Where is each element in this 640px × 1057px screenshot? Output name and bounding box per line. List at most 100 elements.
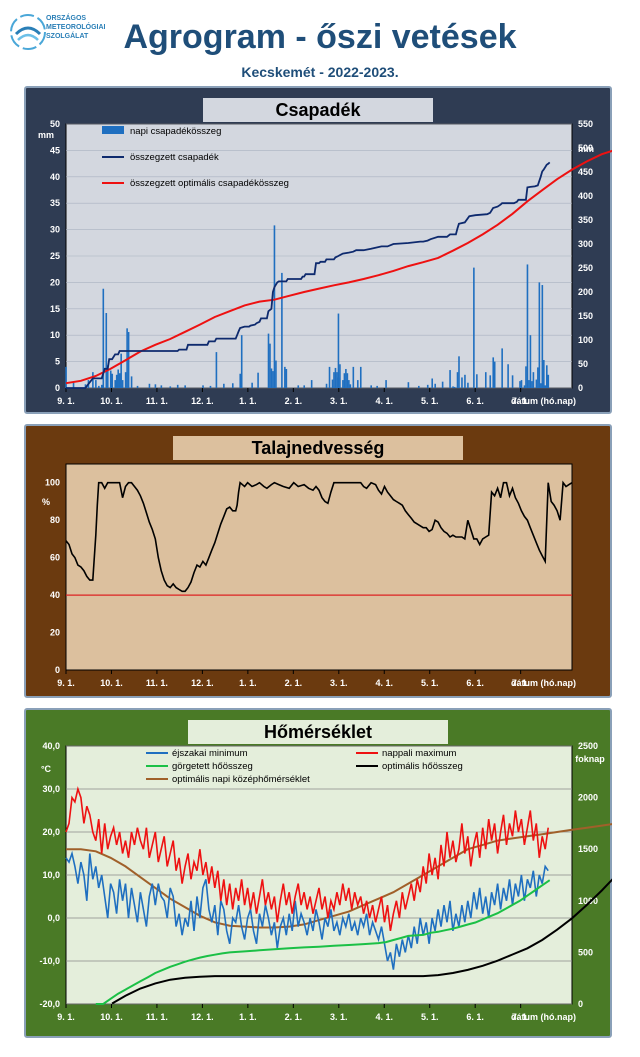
precip-bar: [92, 372, 94, 388]
y2-tick-label: 450: [578, 167, 593, 177]
y-tick-label: -10,0: [39, 956, 60, 966]
precip-bar: [325, 383, 328, 388]
precip-bar: [523, 385, 526, 388]
y-tick-label: 80: [50, 515, 60, 525]
x-tick-label: 1. 1.: [239, 396, 257, 406]
precip-bar: [109, 370, 112, 388]
y-tick-label: 20: [50, 628, 60, 638]
logo-line-2: METEOROLÓGIAI: [46, 24, 106, 31]
precip-bar: [176, 384, 179, 388]
legend-swatch-bar: [102, 126, 124, 134]
x-tick-label: 11. 1.: [146, 396, 168, 406]
legend-label: optimális napi középhőmérséklet: [172, 774, 310, 785]
precip-bar: [519, 381, 521, 388]
precip-bar: [452, 386, 454, 388]
legend-label: optimális hőösszeg: [382, 761, 463, 772]
x-tick-label: 7. 1.: [512, 396, 530, 406]
precip-bar: [169, 386, 172, 388]
precip-bar: [356, 380, 359, 388]
x-tick-label: 10. 1.: [100, 678, 123, 688]
title-band: [173, 436, 463, 460]
precip-bar: [541, 285, 544, 388]
precip-bar: [489, 375, 492, 388]
y-tick-label: 50: [50, 119, 60, 129]
precip-bar: [501, 348, 503, 388]
precip-bar: [526, 264, 529, 388]
precip-bar: [120, 353, 122, 388]
optimal-gdd-line: [111, 878, 612, 1005]
y-tick-label: 30: [50, 225, 60, 235]
x-tick-label: 5. 1.: [421, 396, 439, 406]
y2-tick-label: 200: [578, 287, 593, 297]
x-tick-label: 3. 1.: [330, 1012, 348, 1022]
precip-bar: [102, 288, 105, 388]
y-tick-label: 100: [45, 478, 60, 488]
precip-bar: [352, 366, 355, 388]
precip-bar: [342, 380, 344, 388]
x-tick-label: 5. 1.: [421, 678, 439, 688]
precip-bar: [127, 332, 130, 388]
precip-bar: [333, 372, 335, 388]
precip-bar: [467, 382, 469, 388]
x-tick-label: 9. 1.: [57, 1012, 75, 1022]
legend-label: napi csapadékösszeg: [130, 126, 221, 137]
precip-bar: [538, 282, 541, 388]
y2-tick-label: 550: [578, 119, 593, 129]
logo-mark-icon: [10, 14, 46, 50]
precip-bar: [101, 384, 103, 388]
precip-bar: [257, 372, 259, 388]
y-tick-label: 25: [50, 251, 60, 261]
precip-bar: [431, 378, 434, 388]
precip-bar: [231, 383, 234, 388]
legend-label: összegzett csapadék: [130, 152, 219, 163]
precip-bar: [434, 383, 436, 388]
soil-moisture-chart: Talajnedvesség 0 20 40 60 80 100% 9. 1. 10. 1. 11…: [24, 424, 612, 698]
x-tick-label: 7. 1.: [512, 678, 530, 688]
precip-bar: [376, 385, 378, 388]
precip-bar: [275, 360, 277, 388]
precip-bar: [121, 380, 124, 388]
precip-bar: [337, 313, 340, 388]
precip-bar: [456, 372, 459, 388]
x-tick-label: 2. 1.: [285, 678, 303, 688]
precip-bar: [331, 379, 334, 388]
precip-bar: [240, 335, 243, 388]
precip-bar: [334, 367, 337, 388]
x-tick-label: 6. 1.: [466, 396, 484, 406]
x-tick-label: 2. 1.: [285, 396, 303, 406]
precip-bar: [270, 368, 273, 388]
optimal-mean-line: [66, 823, 612, 929]
x-axis-label: dátum (hó.nap): [511, 1012, 576, 1022]
x-tick-label: 11. 1.: [146, 678, 168, 688]
x-tick-label: 1. 1.: [239, 1012, 257, 1022]
precip-bar: [72, 382, 75, 388]
y-tick-label: -20,0: [39, 999, 60, 1009]
x-axis-label: dátum (hó.nap): [511, 396, 576, 406]
legend-label: görgetett hőösszeg: [172, 761, 253, 772]
y2-tick-label: 0: [578, 999, 583, 1009]
precip-bar: [441, 381, 444, 388]
precip-bar: [407, 382, 410, 388]
y-tick-label: 40: [50, 172, 60, 182]
precip-bar: [464, 374, 466, 388]
precip-bar: [544, 385, 547, 388]
precip-bar: [303, 385, 306, 388]
precip-bar: [535, 379, 538, 388]
logo-line-1: ORSZÁGOS: [46, 15, 87, 22]
precip-bar: [537, 367, 539, 388]
precip-bar: [531, 381, 533, 388]
precip-bar: [449, 370, 451, 388]
y2-tick-label: 150: [578, 311, 593, 321]
precip-bar: [124, 372, 127, 388]
precip-bar: [461, 377, 463, 388]
precip-bar: [426, 384, 429, 388]
precip-bar: [540, 383, 542, 388]
title-band: [188, 720, 448, 744]
precip-bar: [339, 364, 341, 388]
y-axis-unit: %: [42, 497, 50, 507]
precip-bar: [114, 380, 117, 388]
x-tick-label: 12. 1.: [191, 678, 214, 688]
precip-bar: [520, 380, 523, 388]
y2-axis-unit: foknap: [575, 754, 605, 764]
precip-bar: [95, 380, 97, 388]
